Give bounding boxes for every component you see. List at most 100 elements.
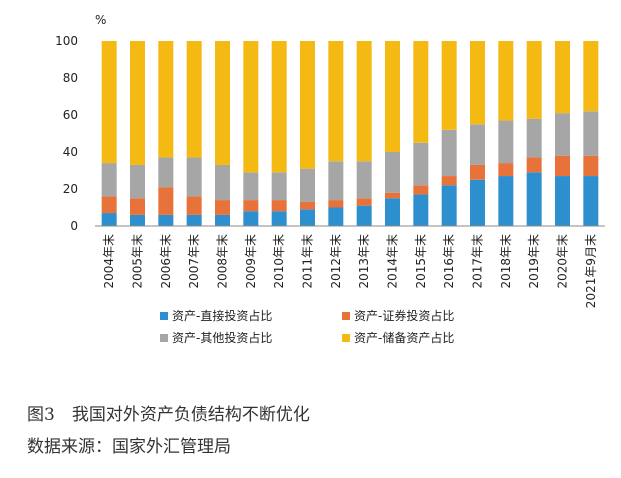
bar-segment [413,142,429,186]
legend-swatch [342,334,350,342]
legend-label: 资产-直接投资占比 [172,308,272,323]
bar-segment [526,41,542,119]
legend-swatch [160,312,168,320]
y-axis: 0 20 40 60 80 100 [55,34,78,233]
x-tick-label: 2005年末 [131,234,145,289]
bar-segment [130,41,145,165]
bar-segment [243,200,259,212]
bar-segment [385,152,400,193]
bar-segment [583,111,599,156]
bar-segment [583,176,599,226]
bar-segment [441,185,457,226]
bar-segment [583,155,599,177]
bar-segment [101,163,117,197]
x-tick-label: 2014年末 [386,234,400,289]
bar-segment [555,155,570,177]
bar-segment [583,41,599,112]
bar-segment [413,194,429,226]
bar-segment [215,214,230,226]
bar-segment [385,198,400,226]
x-tick-label: 2015年末 [414,234,428,289]
bar-segment [413,185,429,195]
bar-segment [243,41,259,173]
x-tick-label: 2021年9月末 [584,234,598,308]
bar-segment [356,205,372,226]
x-tick-label: 2013年末 [357,234,371,289]
x-tick-label: 2017年末 [471,234,485,289]
legend-swatch [160,334,168,342]
bar-segment [186,41,202,158]
bar-segment [271,41,287,173]
x-tick-label: 2006年末 [159,234,173,289]
bar-segment [470,179,485,226]
bar-segment [130,164,145,199]
bar-segment [555,41,570,114]
x-tick-label: 2020年末 [556,234,570,289]
x-tick-label: 2012年末 [329,234,343,289]
legend-label: 资产-其他投资占比 [172,330,272,345]
bar-segment [441,129,457,177]
bar-segment [215,164,230,201]
bar-segment [300,201,315,210]
bar-segment [441,176,457,186]
bar-segment [498,120,514,164]
bar-segment [328,161,344,201]
bar-segment [498,41,514,121]
bar-segment [413,41,429,143]
bar-segment [328,200,344,208]
bar-segment [356,41,372,162]
y-tick-label: 100 [55,34,78,48]
bar-segment [526,172,542,226]
bar-segment [271,211,287,226]
bar-segment [243,211,259,226]
x-tick-label: 2016年末 [442,234,456,289]
bar-segment [186,196,202,215]
bar-segment [328,41,344,162]
x-tick-label: 2009年末 [244,234,258,289]
bar-segment [215,41,230,165]
legend-swatch [342,312,350,320]
bar-segment [555,176,570,226]
x-axis-labels: 2004年末 2005年末 2006年末 2007年末 2008年末 2009年末 2010… [102,234,598,308]
bar-segment [328,207,344,226]
bar-segment [498,163,514,177]
figure-source: 数据来源：国家外汇管理局 [27,437,231,457]
bar-segment [470,124,485,165]
y-tick-label: 60 [63,108,78,122]
bar-segment [101,196,117,214]
x-tick-label: 2011年末 [301,234,315,289]
legend-label: 资产-证券投资占比 [354,308,454,323]
bar-segment [470,164,485,180]
x-tick-label: 2019年末 [527,234,541,289]
bar-segment [158,187,174,215]
y-tick-label: 80 [63,71,78,85]
bar-segment [158,41,174,158]
bar-segment [186,214,202,226]
bar-segment [271,172,287,201]
bar-segment [470,41,485,125]
y-unit-label: % [95,13,106,27]
bar-segment [186,157,202,197]
legend-label: 资产-储备资产占比 [354,330,454,345]
bar-segment [356,198,372,206]
x-tick-label: 2008年末 [216,234,230,289]
bar-segment [130,214,145,226]
bar-segment [101,41,117,164]
bar-segment [441,41,457,130]
bar-segment [356,161,372,199]
bar-segment [385,41,400,152]
figure-title: 图3 我国对外资产负债结构不断优化 [27,405,310,425]
bar-segment [158,214,174,226]
y-tick-label: 0 [70,219,78,233]
x-tick-label: 2004年末 [102,234,116,289]
bar-segment [555,113,570,156]
x-tick-label: 2010年末 [272,234,286,289]
y-tick-label: 20 [63,182,78,196]
bar-segment [243,172,259,201]
bar-segment [300,209,315,226]
y-tick-label: 40 [63,145,78,159]
bar-segment [385,192,400,199]
bar-segment [526,118,542,158]
